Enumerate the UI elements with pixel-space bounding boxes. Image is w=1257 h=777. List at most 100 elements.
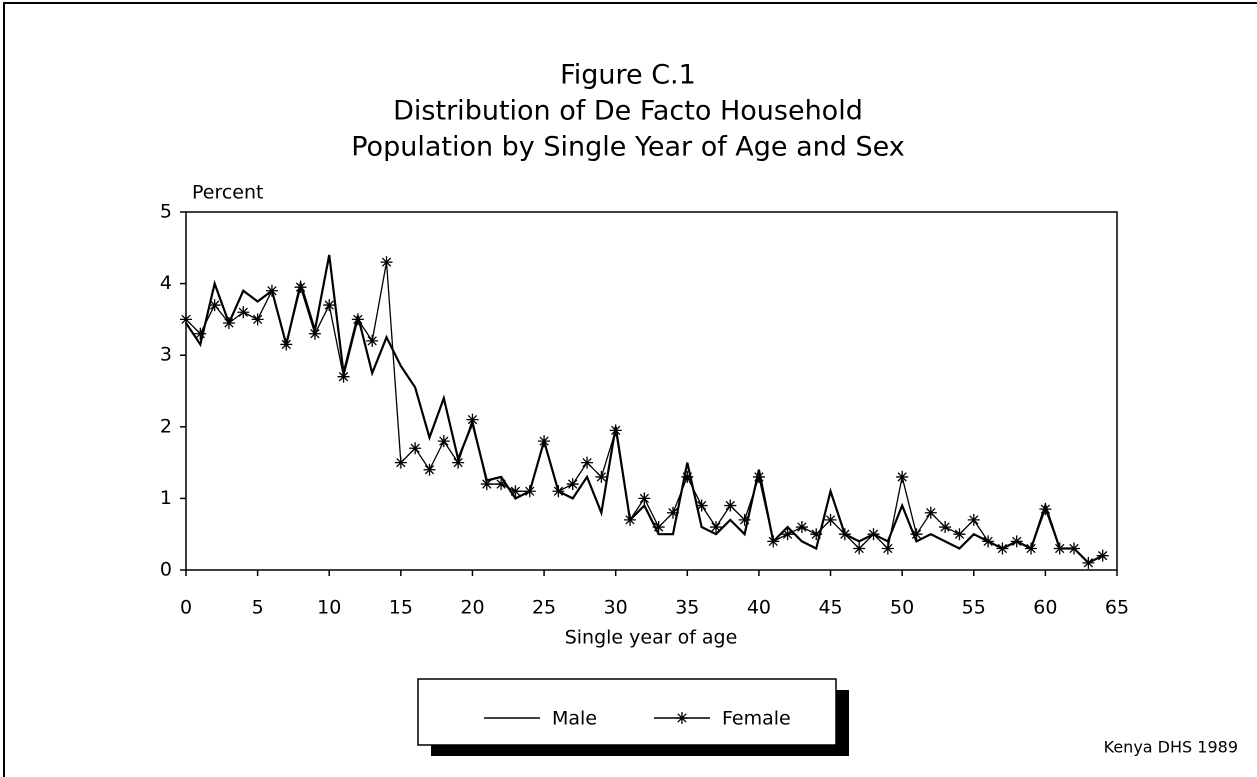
point-marker <box>366 334 379 347</box>
point-marker <box>509 485 522 498</box>
point-marker <box>881 542 894 555</box>
point-marker <box>666 506 679 519</box>
point-marker <box>1010 535 1023 548</box>
point-marker <box>194 327 207 340</box>
point-marker <box>208 299 221 312</box>
point-marker <box>595 470 608 483</box>
legend-label: Female <box>722 708 791 730</box>
point-marker <box>967 513 980 526</box>
point-marker <box>1068 542 1081 555</box>
point-marker <box>337 370 350 383</box>
point-marker <box>910 528 923 541</box>
point-marker <box>709 521 722 534</box>
point-marker <box>222 316 235 329</box>
x-tick-label: 65 <box>1105 597 1129 619</box>
point-marker <box>552 485 565 498</box>
point-marker <box>1025 542 1038 555</box>
point-marker <box>437 435 450 448</box>
point-marker <box>752 470 765 483</box>
point-marker <box>452 456 465 469</box>
point-marker <box>566 478 579 491</box>
point-marker <box>538 435 551 448</box>
x-tick-label: 60 <box>1033 597 1057 619</box>
point-marker <box>294 281 307 294</box>
x-tick-label: 25 <box>532 597 556 619</box>
y-tick-label: 4 <box>160 272 172 294</box>
point-marker <box>1053 542 1066 555</box>
point-marker <box>237 306 250 319</box>
point-marker <box>351 313 364 326</box>
x-tick-label: 40 <box>747 597 771 619</box>
point-marker <box>380 256 393 269</box>
point-marker <box>523 485 536 498</box>
point-marker <box>265 284 278 297</box>
point-marker <box>308 327 321 340</box>
point-marker <box>953 528 966 541</box>
chart-subtitle: Population by Single Year of Age and Sex <box>351 132 905 163</box>
point-marker <box>652 521 665 534</box>
point-marker <box>423 463 436 476</box>
point-marker <box>638 492 651 505</box>
point-marker <box>1039 503 1052 516</box>
x-tick-label: 50 <box>890 597 914 619</box>
point-marker <box>896 470 909 483</box>
x-tick-label: 30 <box>604 597 628 619</box>
point-marker <box>681 470 694 483</box>
point-marker <box>466 413 479 426</box>
legend-marker <box>676 712 688 724</box>
point-marker <box>280 338 293 351</box>
point-marker <box>924 506 937 519</box>
y-axis-label: Percent <box>192 182 264 204</box>
point-marker <box>824 513 837 526</box>
point-marker <box>795 521 808 534</box>
source-note: Kenya DHS 1989 <box>1104 738 1238 757</box>
point-marker <box>853 542 866 555</box>
point-marker <box>581 456 594 469</box>
x-tick-label: 55 <box>962 597 986 619</box>
point-marker <box>810 528 823 541</box>
point-marker <box>251 313 264 326</box>
point-marker <box>609 424 622 437</box>
x-tick-label: 20 <box>460 597 484 619</box>
x-tick-label: 15 <box>389 597 413 619</box>
y-tick-label: 1 <box>160 487 172 509</box>
y-tick-label: 2 <box>160 415 172 437</box>
legend-box <box>417 678 837 746</box>
point-marker <box>180 313 192 326</box>
point-marker <box>767 535 780 548</box>
series-line <box>185 254 1104 565</box>
point-marker <box>738 513 751 526</box>
point-marker <box>982 535 995 548</box>
point-marker <box>624 513 637 526</box>
x-tick-label: 45 <box>818 597 842 619</box>
point-marker <box>695 499 708 512</box>
point-marker <box>480 478 493 491</box>
y-tick-label: 5 <box>160 201 172 223</box>
series-line <box>185 262 1103 564</box>
x-tick-label: 35 <box>675 597 699 619</box>
point-marker <box>724 499 737 512</box>
x-axis-label: Single year of age <box>565 627 738 649</box>
chart-subtitle: Distribution of De Facto Household <box>393 96 863 127</box>
point-marker <box>1082 556 1095 569</box>
point-marker <box>495 478 508 491</box>
point-marker <box>996 542 1009 555</box>
frame <box>3 2 1257 777</box>
point-marker <box>394 456 407 469</box>
x-tick-label: 10 <box>317 597 341 619</box>
point-marker <box>323 299 336 312</box>
x-tick-label: 5 <box>252 597 264 619</box>
plot-area <box>185 211 1118 571</box>
y-tick-label: 0 <box>160 559 172 581</box>
x-tick-label: 0 <box>180 597 192 619</box>
point-marker <box>867 528 880 541</box>
point-marker <box>781 528 794 541</box>
point-marker <box>838 528 851 541</box>
y-tick-label: 3 <box>160 344 172 366</box>
chart-title: Figure C.1 <box>560 60 696 91</box>
point-marker <box>1096 549 1109 562</box>
point-marker <box>409 442 422 455</box>
point-marker <box>939 521 952 534</box>
legend-label: Male <box>552 708 597 730</box>
